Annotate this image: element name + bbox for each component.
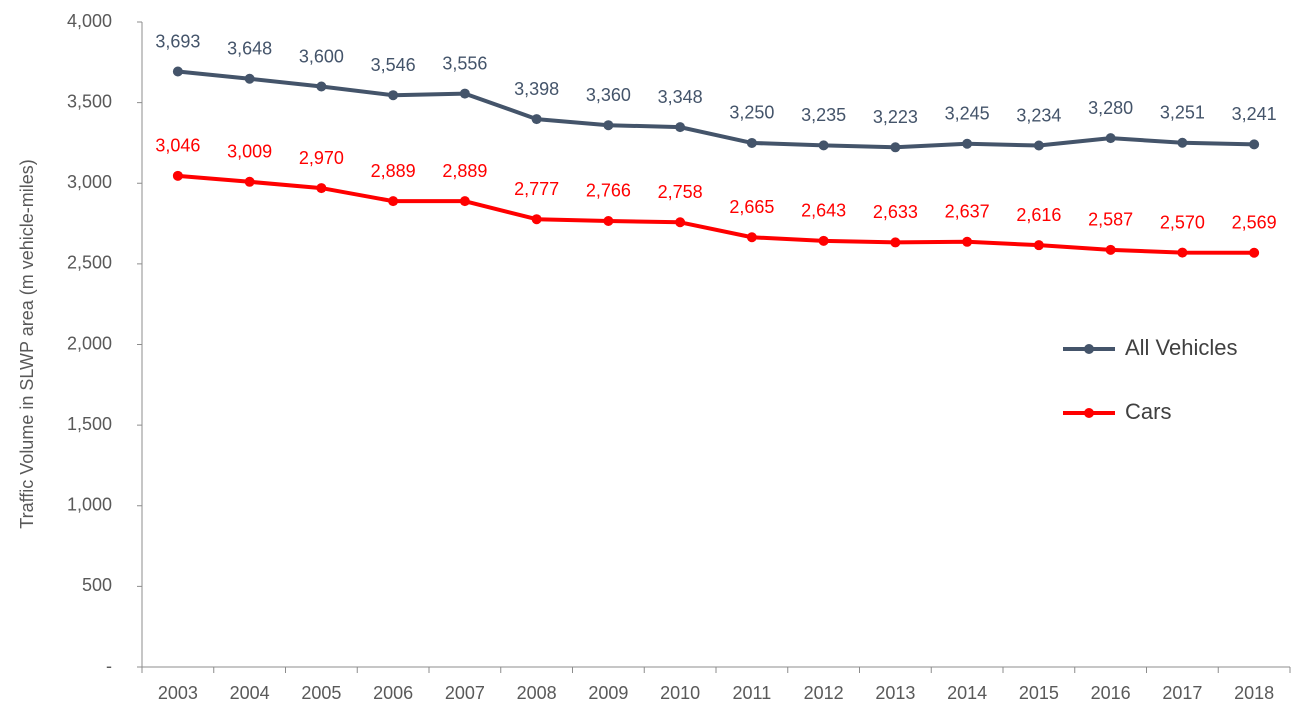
data-label: 3,556 (442, 53, 487, 73)
data-point (459, 196, 470, 207)
data-point (818, 235, 829, 246)
data-point (746, 137, 757, 148)
data-point (818, 140, 829, 151)
x-tick-label: 2009 (588, 683, 628, 703)
y-tick-label: 2,000 (67, 333, 112, 353)
data-label: 3,648 (227, 39, 272, 59)
data-point (962, 138, 973, 149)
data-point (603, 215, 614, 226)
y-tick-label: 2,500 (67, 253, 112, 273)
data-point (890, 142, 901, 153)
data-point (388, 90, 399, 101)
data-label: 2,889 (442, 161, 487, 181)
x-tick-label: 2003 (158, 683, 198, 703)
data-label: 3,398 (514, 79, 559, 99)
data-label: 2,766 (586, 181, 631, 201)
data-label: 3,360 (586, 85, 631, 105)
data-point (459, 88, 470, 99)
data-label: 3,546 (371, 55, 416, 75)
data-label: 2,758 (658, 182, 703, 202)
data-point (890, 237, 901, 248)
data-label: 3,251 (1160, 103, 1205, 123)
data-point (388, 196, 399, 207)
data-label: 2,665 (729, 197, 774, 217)
x-tick-label: 2006 (373, 683, 413, 703)
data-label: 2,633 (873, 202, 918, 222)
legend-marker (1084, 344, 1094, 354)
x-tick-label: 2007 (445, 683, 485, 703)
data-label: 3,223 (873, 107, 918, 127)
data-label: 2,970 (299, 148, 344, 168)
data-label: 2,777 (514, 179, 559, 199)
x-tick-label: 2005 (301, 683, 341, 703)
data-label: 3,046 (155, 136, 200, 156)
data-label: 3,250 (729, 103, 774, 123)
x-tick-label: 2017 (1162, 683, 1202, 703)
x-tick-label: 2016 (1091, 683, 1131, 703)
series-line (177, 69, 1255, 150)
x-tick-label: 2011 (733, 683, 772, 703)
y-tick-label: - (106, 656, 112, 676)
data-point (1105, 244, 1116, 255)
data-label: 2,569 (1232, 212, 1277, 232)
data-label: 3,280 (1088, 98, 1133, 118)
data-label: 2,616 (1016, 205, 1061, 225)
data-label: 3,245 (945, 103, 990, 123)
y-tick-label: 1,000 (67, 495, 112, 515)
data-label: 3,009 (227, 142, 272, 162)
data-point (603, 120, 614, 131)
y-tick-label: 3,500 (67, 91, 112, 111)
data-label: 2,643 (801, 201, 846, 221)
data-point (244, 176, 255, 187)
y-axis-label: Traffic Volume in SLWP area (m vehicle-m… (17, 159, 37, 528)
y-tick-label: 3,000 (67, 172, 112, 192)
x-tick-label: 2012 (804, 683, 844, 703)
data-point (1177, 247, 1188, 258)
data-point (1249, 247, 1260, 258)
data-point (1177, 137, 1188, 148)
x-tick-label: 2004 (230, 683, 270, 703)
data-point (962, 236, 973, 247)
data-point (172, 170, 183, 181)
data-label: 3,693 (155, 31, 200, 51)
data-point (316, 81, 327, 92)
series-line (177, 173, 1255, 255)
data-point (1033, 240, 1044, 251)
y-tick-label: 1,500 (67, 414, 112, 434)
data-point (531, 214, 542, 225)
data-point (675, 217, 686, 228)
data-point (172, 66, 183, 77)
x-tick-label: 2018 (1234, 683, 1274, 703)
data-label: 3,600 (299, 46, 344, 66)
x-tick-label: 2015 (1019, 683, 1059, 703)
legend-label: All Vehicles (1125, 335, 1238, 360)
data-label: 3,234 (1016, 105, 1061, 125)
data-point (675, 122, 686, 133)
data-point (746, 232, 757, 243)
y-tick-label: 4,000 (67, 11, 112, 31)
data-label: 3,241 (1232, 104, 1277, 124)
data-label: 2,570 (1160, 212, 1205, 232)
data-point (244, 73, 255, 84)
legend-marker (1084, 408, 1094, 418)
x-tick-label: 2008 (517, 683, 557, 703)
y-tick-label: 500 (82, 575, 112, 595)
data-point (1249, 139, 1260, 150)
x-tick-label: 2013 (875, 683, 915, 703)
data-point (1033, 140, 1044, 151)
data-point (1105, 133, 1116, 144)
x-tick-label: 2014 (947, 683, 987, 703)
x-tick-label: 2010 (660, 683, 700, 703)
data-label: 3,348 (658, 87, 703, 107)
legend-label: Cars (1125, 399, 1171, 424)
data-point (316, 183, 327, 194)
data-point (531, 114, 542, 125)
data-label: 2,637 (945, 202, 990, 222)
data-label: 2,889 (371, 161, 416, 181)
data-label: 3,235 (801, 105, 846, 125)
data-label: 2,587 (1088, 210, 1133, 230)
